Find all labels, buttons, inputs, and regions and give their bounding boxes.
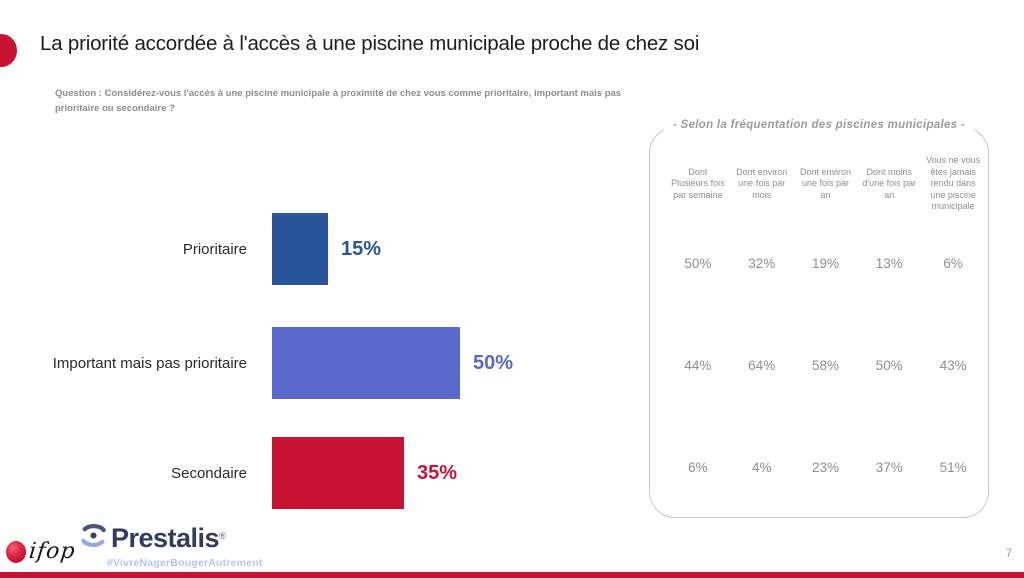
title-bullet-circle <box>0 34 17 67</box>
bar-row-important: Important mais pas prioritaire 50% <box>0 327 560 399</box>
bar-secondaire <box>272 437 404 509</box>
breakdown-cell: 19% <box>811 255 839 271</box>
breakdown-cell: 13% <box>875 255 903 271</box>
bar-prioritaire <box>272 213 328 285</box>
breakdown-row-important: 44% 64% 58% 50% 43% <box>666 355 985 375</box>
column-header-plusieurs-fois-semaine: Dont Plusieurs fois par semaine <box>671 166 725 200</box>
footer-accent-band <box>0 572 1024 578</box>
breakdown-cell: 23% <box>811 459 839 475</box>
bar-value-important: 50% <box>473 351 514 374</box>
breakdown-cell: 50% <box>684 255 712 271</box>
bar-label-prioritaire: Prioritaire <box>182 240 247 258</box>
column-header-moins-une-fois-an: Dont moins d'une fois par an <box>862 166 917 200</box>
breakdown-cell: 4% <box>751 459 772 475</box>
breakdown-column-headers: Dont Plusieurs fois par semaine Dont env… <box>666 142 985 226</box>
breakdown-row-secondaire: 6% 4% 23% 37% 51% <box>666 457 985 477</box>
bar-value-secondaire: 35% <box>417 461 458 484</box>
breakdown-cell: 37% <box>875 459 903 475</box>
bar-value-prioritaire: 15% <box>341 237 382 260</box>
ifop-ball-icon <box>6 540 26 563</box>
prestalis-s-icon <box>80 522 107 554</box>
column-header-une-fois-an: Dont environ une fois par an <box>799 166 851 200</box>
column-header-une-fois-mois: Dont environ une fois par mois <box>736 166 788 200</box>
breakdown-cell: 32% <box>748 255 776 271</box>
ifop-logo: ifop <box>6 539 77 564</box>
bar-label-secondaire: Secondaire <box>171 464 247 482</box>
breakdown-cell: 64% <box>748 357 776 373</box>
question-line-1: Question : Considérez-vous l'accès à une… <box>55 88 622 99</box>
page-title: La priorité accordée à l'accès à une pis… <box>40 32 700 55</box>
prestalis-hashtag: #VivreNagerBougerAutrement <box>107 557 263 569</box>
breakdown-panel-title: - Selon la fréquentation des piscines mu… <box>663 119 975 131</box>
bar-important <box>272 327 460 399</box>
page-number: 7 <box>1005 548 1012 560</box>
bar-row-prioritaire: Prioritaire 15% <box>0 213 560 285</box>
breakdown-cell: 44% <box>684 357 712 373</box>
column-header-jamais-rendu: Vous ne vous êtes jamais rendu dans une … <box>926 155 981 212</box>
bar-label-important: Important mais pas prioritaire <box>52 354 247 372</box>
breakdown-cell: 51% <box>939 459 967 475</box>
ifop-logo-text: ifop <box>27 539 77 564</box>
breakdown-cell: 6% <box>943 255 963 271</box>
breakdown-row-prioritaire: 50% 32% 19% 13% 6% <box>666 253 985 273</box>
breakdown-cell: 50% <box>875 357 903 373</box>
prestalis-logo-text: Prestalis <box>111 522 220 553</box>
question-text: Question : Considérez-vous l'accès à une… <box>55 86 655 116</box>
breakdown-panel: - Selon la fréquentation des piscines mu… <box>649 119 989 518</box>
breakdown-cell: 43% <box>939 357 967 373</box>
breakdown-cell: 58% <box>811 357 839 373</box>
registered-trademark-symbol: ® <box>219 531 226 541</box>
question-line-2: prioritaire ou secondaire ? <box>55 103 175 114</box>
breakdown-cell: 6% <box>688 459 708 475</box>
prestalis-logo: Prestalis ® #VivreNagerBougerAutrement <box>80 522 263 569</box>
bar-row-secondaire: Secondaire 35% <box>0 437 560 509</box>
